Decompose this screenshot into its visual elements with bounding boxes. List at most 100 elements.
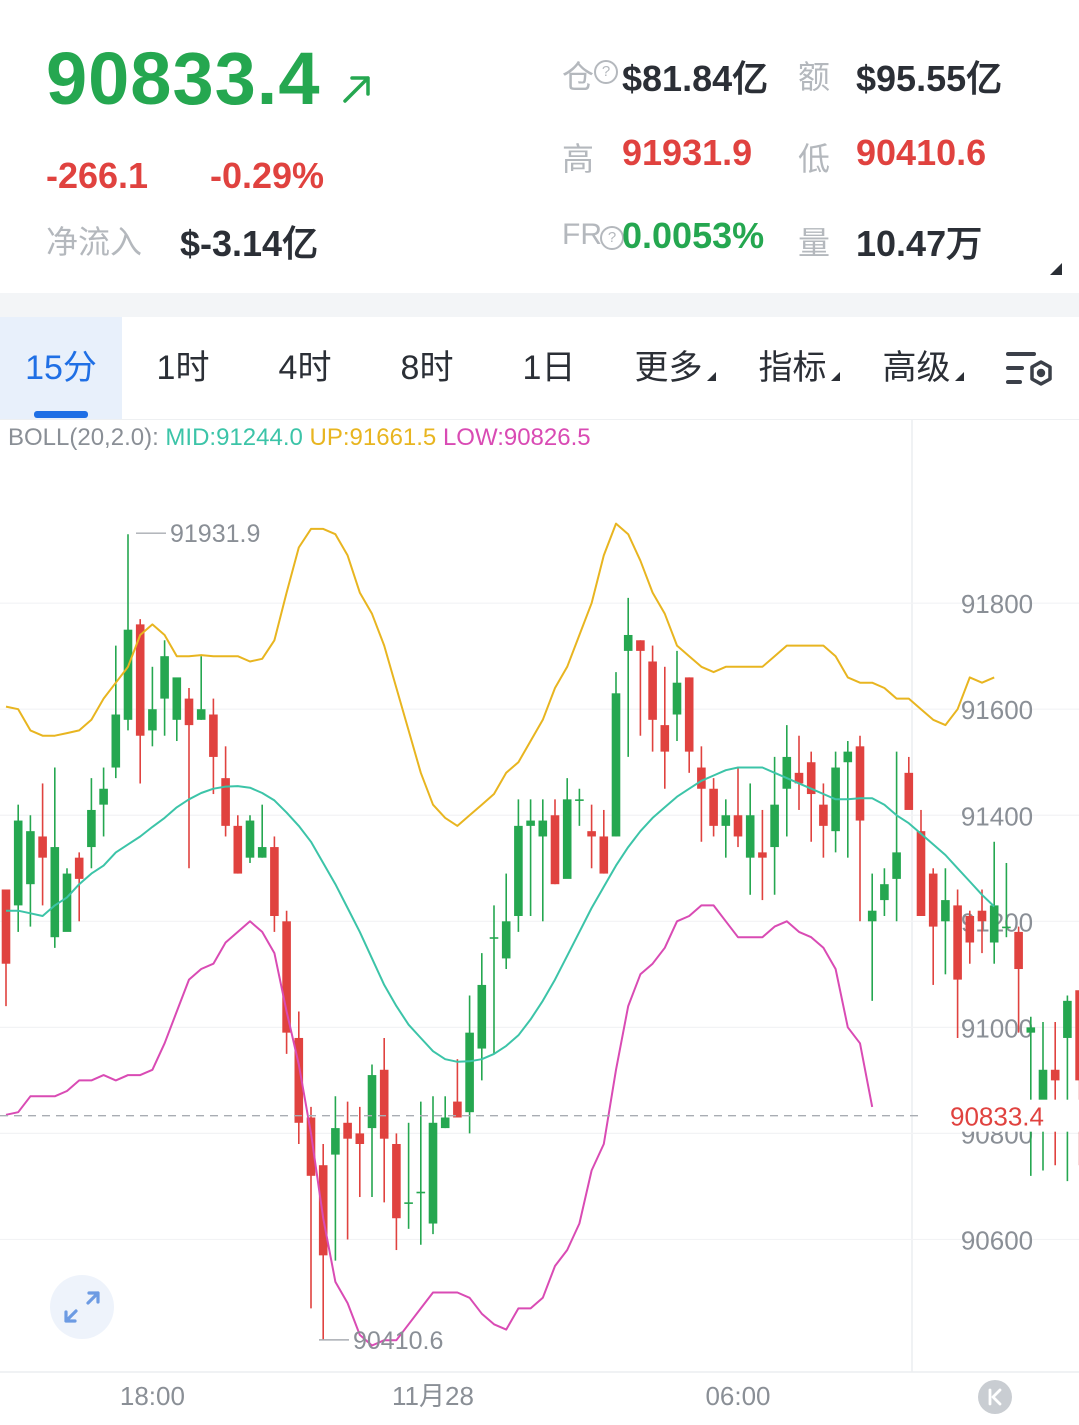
x-tick-label: 18:00 bbox=[120, 1381, 185, 1411]
interval-tab-bar bbox=[0, 317, 1079, 420]
current-price-label: 90833.4 bbox=[950, 1102, 1044, 1132]
chart-settings-icon[interactable] bbox=[1004, 348, 1056, 392]
candle-body bbox=[928, 873, 938, 927]
candlestick-chart[interactable]: 9180091600914009120091000908009060018:00… bbox=[0, 420, 1079, 1421]
scroll-to-latest-button[interactable] bbox=[978, 1380, 1012, 1414]
x-tick-label: 06:00 bbox=[705, 1381, 770, 1411]
candle-body bbox=[453, 1101, 462, 1118]
tab-1d[interactable]: 1日 bbox=[522, 349, 576, 387]
y-tick-label: 90600 bbox=[961, 1225, 1033, 1255]
section-divider bbox=[0, 293, 1079, 317]
candle-body bbox=[819, 804, 828, 826]
tab-active-highlight bbox=[0, 317, 122, 419]
candle-body bbox=[379, 1069, 389, 1139]
candle-body bbox=[148, 709, 157, 731]
low-label: 低 bbox=[798, 141, 831, 177]
candle-body bbox=[904, 772, 914, 810]
turnover-label: 额 bbox=[798, 59, 831, 95]
tab-8h[interactable]: 8时 bbox=[400, 349, 454, 387]
candle-body bbox=[270, 847, 279, 916]
volume-value: 10.47万 bbox=[856, 223, 983, 264]
tab-1h[interactable]: 1时 bbox=[156, 349, 210, 387]
candle-body bbox=[257, 847, 267, 858]
candle-body bbox=[50, 847, 60, 938]
y-tick-label: 91800 bbox=[961, 589, 1033, 619]
candle-body bbox=[233, 825, 243, 874]
high-value: 91931.9 bbox=[622, 132, 753, 173]
tab-4h[interactable]: 4时 bbox=[278, 349, 332, 387]
open-interest-label: 仓 bbox=[562, 59, 595, 95]
tab-advanced[interactable]: 高级 bbox=[868, 317, 978, 419]
candle-body bbox=[282, 921, 291, 1033]
tab-active-underline bbox=[34, 411, 88, 418]
high-label: 高 bbox=[562, 141, 595, 177]
turnover-value: $95.55亿 bbox=[856, 58, 1003, 99]
candle-body bbox=[245, 820, 255, 858]
candle-body bbox=[965, 916, 975, 943]
candle-body bbox=[514, 825, 523, 916]
tab-advanced-label: 高级 bbox=[882, 349, 951, 387]
candle-body bbox=[135, 624, 145, 736]
help-icon[interactable]: ? bbox=[600, 226, 624, 250]
candle-body bbox=[709, 788, 718, 826]
candle-body bbox=[1026, 1027, 1036, 1033]
candle-body bbox=[587, 831, 596, 837]
candle-body bbox=[392, 1144, 401, 1219]
tab-more-label: 更多 bbox=[634, 349, 703, 387]
boll-legend: BOLL(20,2.0): MID:91244.0 UP:91661.5 LOW… bbox=[8, 424, 591, 452]
candle-body bbox=[1075, 990, 1079, 1081]
fullscreen-button[interactable] bbox=[50, 1275, 114, 1339]
candle-body bbox=[501, 921, 511, 959]
boll-low-line bbox=[5, 904, 874, 1347]
y-tick-label: 91000 bbox=[961, 1013, 1033, 1043]
candle-body bbox=[331, 1128, 340, 1155]
candle-body bbox=[745, 815, 755, 858]
candle-body bbox=[477, 984, 487, 1049]
tab-15m[interactable]: 15分 bbox=[25, 349, 97, 387]
candle-body bbox=[636, 640, 645, 651]
low-marker-label: 90410.6 bbox=[353, 1327, 443, 1355]
price-change-percent: -0.29% bbox=[210, 155, 325, 196]
candle-body bbox=[221, 778, 230, 826]
funding-rate-label: FR bbox=[562, 218, 602, 251]
candle-body bbox=[367, 1075, 377, 1129]
funding-rate-value: 0.0053% bbox=[622, 215, 765, 256]
candle-body bbox=[697, 767, 706, 789]
candle-body bbox=[1, 889, 11, 964]
y-tick-label: 91400 bbox=[961, 801, 1033, 831]
candle-body bbox=[758, 852, 767, 858]
current-price-tag bbox=[918, 1099, 1079, 1132]
candle-body bbox=[111, 714, 121, 768]
candle-body bbox=[343, 1122, 352, 1139]
candle-body bbox=[562, 799, 572, 879]
candle-body bbox=[648, 661, 657, 720]
caret-down-icon bbox=[830, 372, 840, 381]
tab-indicators[interactable]: 指标 bbox=[744, 317, 854, 419]
candle-body bbox=[404, 1202, 413, 1204]
candle-body bbox=[953, 905, 962, 980]
candle-body bbox=[806, 762, 816, 795]
candle-body bbox=[843, 751, 853, 763]
net-inflow-label: 净流入 bbox=[46, 224, 143, 260]
boll-mid-value: MID:91244.0 bbox=[165, 424, 303, 451]
low-value: 90410.6 bbox=[856, 132, 987, 173]
candle-body bbox=[184, 698, 194, 726]
tab-indicators-label: 指标 bbox=[758, 349, 827, 387]
candle-body bbox=[977, 910, 987, 922]
candle-body bbox=[599, 836, 609, 874]
net-inflow-value: $-3.14亿 bbox=[180, 223, 319, 264]
caret-down-icon bbox=[954, 372, 964, 381]
candle-body bbox=[160, 656, 169, 699]
high-marker-label: 91931.9 bbox=[170, 520, 260, 548]
candle-body bbox=[318, 1165, 328, 1256]
candle-body bbox=[623, 634, 633, 651]
help-icon[interactable]: ? bbox=[594, 60, 618, 84]
open-interest-value: $81.84亿 bbox=[622, 58, 769, 99]
candle-body bbox=[74, 857, 84, 879]
candle-body bbox=[440, 1117, 450, 1129]
collapse-corner-icon[interactable] bbox=[1050, 263, 1062, 275]
candle-body bbox=[38, 836, 47, 858]
candle-body bbox=[880, 884, 889, 901]
tab-more[interactable]: 更多 bbox=[620, 317, 730, 419]
candle-body bbox=[99, 788, 108, 805]
